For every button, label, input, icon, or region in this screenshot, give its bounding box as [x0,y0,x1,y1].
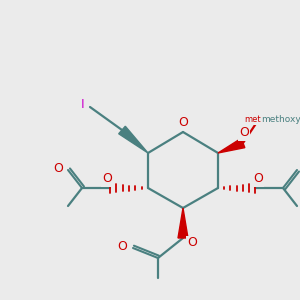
Text: O: O [102,172,112,185]
Text: O: O [117,239,127,253]
Text: methoxy: methoxy [244,116,281,124]
Polygon shape [218,138,245,153]
Text: methoxy: methoxy [261,116,300,124]
Text: O: O [253,172,263,185]
Text: O: O [239,127,249,140]
Text: O: O [187,236,197,250]
Polygon shape [178,208,188,238]
Text: O: O [53,163,63,176]
Text: I: I [81,98,85,110]
Polygon shape [119,126,148,153]
Text: O: O [178,116,188,128]
